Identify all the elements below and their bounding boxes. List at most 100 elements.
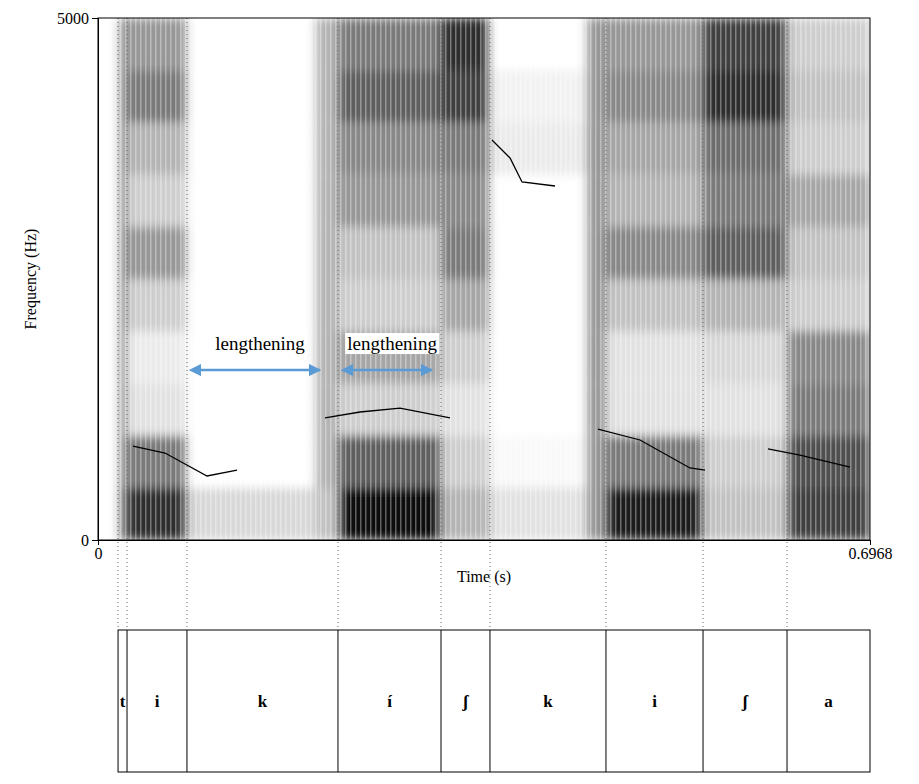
spectrogram-cell	[586, 18, 606, 70]
striation-overlay	[98, 18, 870, 540]
segment-tier: tikíʃkiʃa	[118, 630, 870, 772]
spectrogram-cell	[606, 279, 703, 331]
spectrogram-cell	[187, 331, 315, 383]
spectrogram-cell	[338, 227, 441, 279]
spectrogram-cell	[187, 122, 315, 174]
spectrogram-cell	[787, 383, 870, 435]
spectrogram-cell	[338, 488, 441, 540]
boundary-line	[489, 18, 490, 630]
x-axis-line	[99, 541, 871, 546]
spectrogram-cell	[441, 175, 490, 227]
spectrogram-cell	[127, 18, 187, 70]
spectrogram-cell	[118, 175, 127, 227]
spectrogram-cell	[787, 18, 870, 70]
spectrogram-cell	[441, 331, 490, 383]
spectrogram-cell	[787, 279, 870, 331]
spectrogram-cell	[187, 488, 315, 540]
spectrogram-cell	[187, 279, 315, 331]
spectrogram-cell	[490, 227, 586, 279]
spectrogram-cell	[118, 70, 127, 122]
spectrogram-cell	[338, 18, 441, 70]
spectrogram-cell	[187, 227, 315, 279]
spectrogram-cell	[703, 279, 787, 331]
x-tick: 0	[95, 540, 103, 562]
spectrogram-cell	[441, 70, 490, 122]
spectrogram-cell	[703, 175, 787, 227]
tier-boundary	[703, 630, 704, 772]
spectrogram-cell	[490, 18, 586, 70]
pitch-contour	[768, 449, 850, 467]
segment-label: í	[387, 692, 392, 711]
spectrogram-cell	[441, 436, 490, 488]
tier-boundary	[605, 630, 606, 772]
spectrogram-cell	[315, 227, 338, 279]
y-tick-mark	[92, 18, 98, 19]
tier-frame	[118, 630, 870, 772]
spectrogram-cell	[98, 18, 118, 70]
spectrogram-cell	[441, 488, 490, 540]
spectrogram-cell	[118, 488, 127, 540]
spectrogram-cell	[787, 70, 870, 122]
spectrogram-cell	[586, 383, 606, 435]
spectrogram-cell	[98, 175, 118, 227]
spectrogram-cell	[441, 383, 490, 435]
spectrogram-cell	[127, 279, 187, 331]
spectrogram-cell	[127, 383, 187, 435]
spectrogram-cell	[606, 175, 703, 227]
spectrogram-cell	[118, 331, 127, 383]
spectrogram-cell	[490, 175, 586, 227]
pitch-contour	[492, 140, 555, 186]
spectrogram-cell	[338, 436, 441, 488]
spectrogram-cell	[315, 436, 338, 488]
pitch-contour	[133, 446, 237, 476]
spectrogram-cell	[118, 227, 127, 279]
spectrogram-cell	[315, 488, 338, 540]
spectrogram-cell	[98, 331, 118, 383]
tier-boundary	[186, 630, 187, 772]
segment-label: ʃ	[462, 692, 469, 711]
spectrogram-cell	[118, 122, 127, 174]
spectrogram-cell	[315, 331, 338, 383]
segment-label: i	[155, 692, 160, 711]
spectrogram-cell	[338, 122, 441, 174]
spectrogram-cell	[127, 70, 187, 122]
spectrogram-cell	[118, 279, 127, 331]
tier-boundary	[787, 630, 788, 772]
segment-label: k	[543, 692, 553, 711]
spectrogram-cell	[490, 383, 586, 435]
y-axis-title: Frequency (Hz)	[22, 229, 40, 330]
spectrogram-cell	[315, 175, 338, 227]
boundary-line	[127, 18, 128, 630]
spectrogram-cell	[703, 18, 787, 70]
spectrogram-cell	[187, 175, 315, 227]
spectrogram-cell	[127, 175, 187, 227]
spectrogram-cell	[606, 122, 703, 174]
tier-boundary	[489, 630, 490, 772]
chart-svg: lengtheninglengthening0500000.6968Time (…	[0, 0, 919, 784]
spectrogram-cell	[586, 227, 606, 279]
spectrogram-cell	[586, 279, 606, 331]
spectrogram-cell	[315, 122, 338, 174]
annotation-background	[213, 333, 307, 354]
spectrogram-cell	[98, 227, 118, 279]
spectrogram-cell	[490, 279, 586, 331]
spectrogram-cell	[127, 227, 187, 279]
spectrogram-cell	[586, 70, 606, 122]
spectrogram-cell	[586, 488, 606, 540]
spectrogram-cell	[703, 70, 787, 122]
spectrogram-cell	[586, 175, 606, 227]
spectrogram-cell	[118, 436, 127, 488]
spectrogram-cell	[441, 227, 490, 279]
spectrogram-cell	[315, 18, 338, 70]
annotation-arrow	[200, 369, 320, 372]
spectrogram-cell	[490, 331, 586, 383]
spectrogram-cell	[187, 18, 315, 70]
annotation-text: lengthening	[215, 333, 305, 354]
spectrogram-cell	[606, 488, 703, 540]
spectrogram-cell	[98, 383, 118, 435]
spectrogram-cell	[98, 488, 118, 540]
boundary-line	[605, 18, 606, 630]
spectrogram-cell	[703, 122, 787, 174]
boundary-line	[337, 18, 338, 630]
y-tick-label: 0	[81, 532, 89, 549]
